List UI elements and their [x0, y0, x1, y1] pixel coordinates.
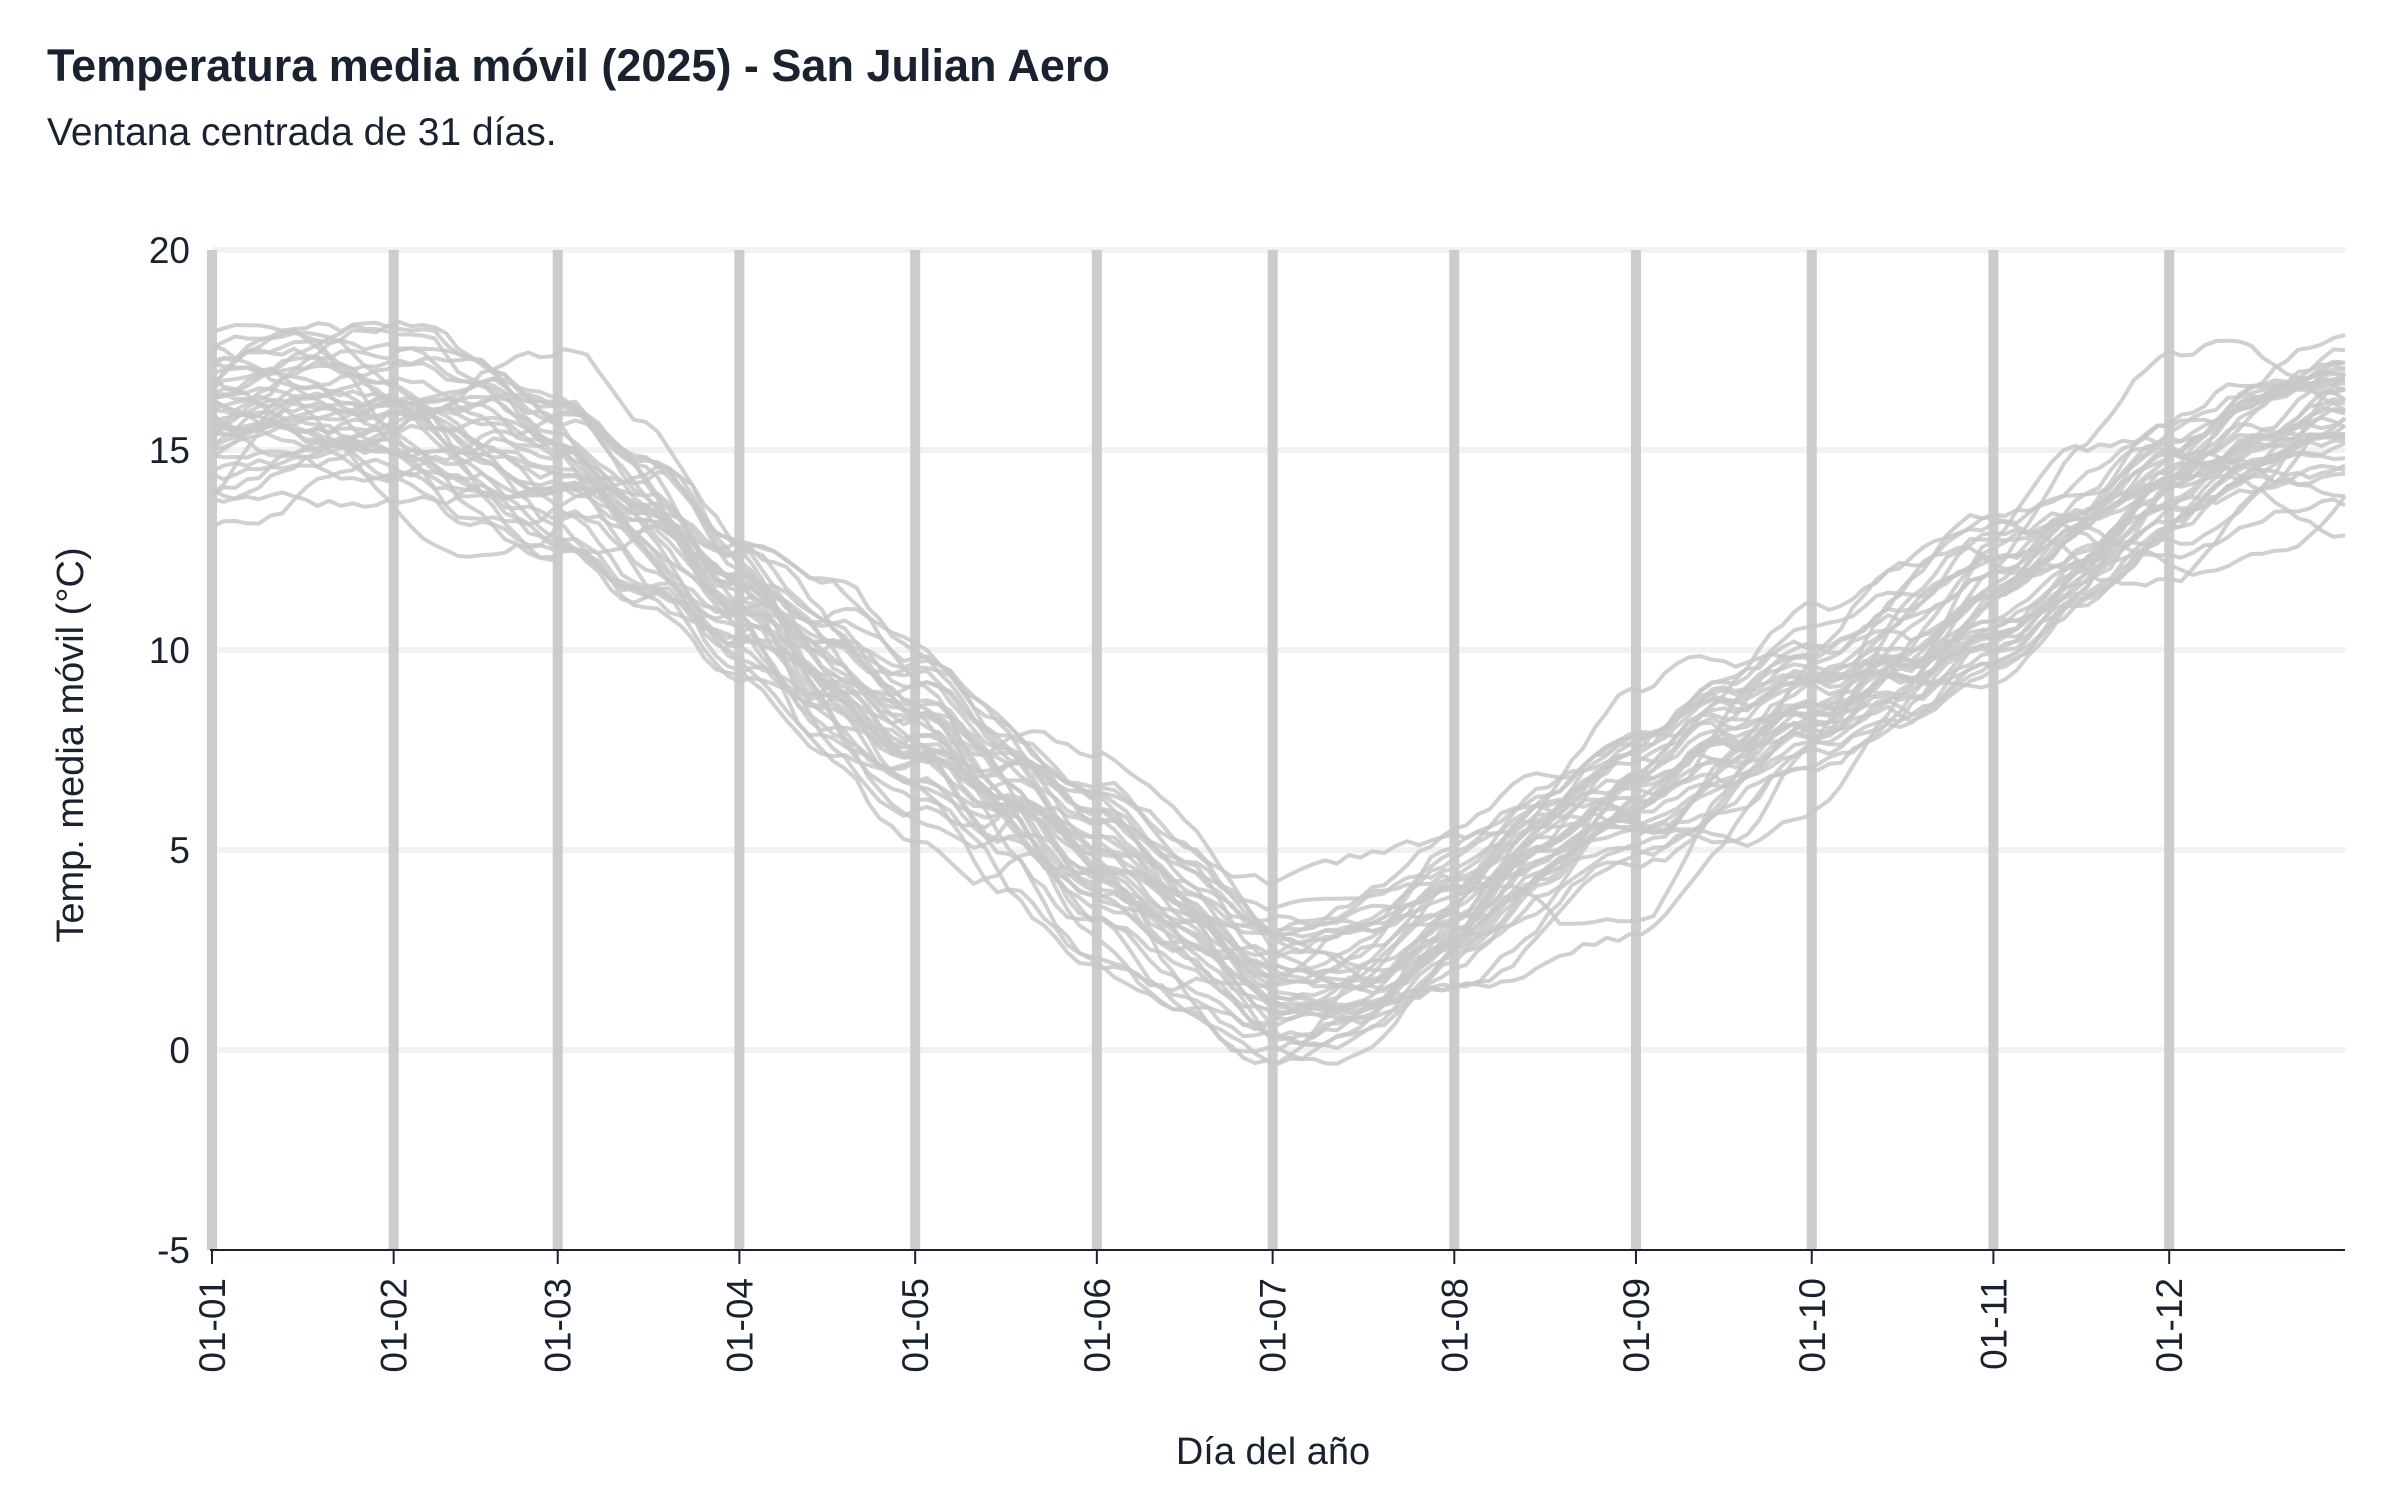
x-tick-label: 01-10: [1792, 1278, 1833, 1373]
year-series-line: [211, 363, 2346, 1051]
year-series-line: [211, 344, 2346, 992]
chart-title: Temperatura media móvil (2025) - San Jul…: [47, 40, 1110, 91]
y-tick-label: 20: [149, 230, 190, 271]
year-series-line: [211, 377, 2346, 1032]
year-series-line: [210, 327, 2347, 1048]
x-axis-label: Día del año: [1176, 1431, 1370, 1473]
x-tick-label: 01-02: [374, 1278, 415, 1373]
gridlines: [207, 247, 2345, 1250]
x-tick-label: 01-03: [538, 1278, 579, 1373]
x-tick-label: 01-01: [192, 1278, 233, 1373]
x-tick-label: 01-09: [1616, 1278, 1657, 1373]
y-tick-label: 10: [149, 630, 190, 671]
y-axis-label: Temp. media móvil (°C): [50, 547, 92, 942]
x-tick-label: 01-11: [1973, 1278, 2014, 1370]
x-tick-label: 01-07: [1253, 1278, 1294, 1373]
year-series-line: [210, 371, 2346, 993]
axes: -5 0 5 10 15 20 01-01 01-02 01-03 01-04 01-05 01-06…: [149, 230, 2345, 1373]
y-tick-label: 0: [169, 1030, 190, 1071]
year-series-line: [211, 415, 2346, 1010]
x-tick-label: 01-08: [1434, 1278, 1475, 1373]
y-tick-label: -5: [157, 1230, 190, 1271]
x-tick-label: 01-06: [1077, 1278, 1118, 1373]
x-tick-label: 01-12: [2149, 1278, 2190, 1373]
chart-subtitle: Ventana centrada de 31 días.: [47, 111, 557, 154]
y-tick-label: 5: [169, 830, 190, 871]
year-series-line: [210, 346, 2346, 1002]
year-series-line: [210, 412, 2346, 991]
year-series-line: [210, 338, 2347, 984]
x-tick-label: 01-04: [719, 1278, 760, 1373]
year-series-line: [211, 393, 2346, 939]
year-series-line: [211, 394, 2346, 1066]
year-series-line: [210, 356, 2346, 990]
series-lines: [210, 320, 2347, 1066]
year-series-line: [211, 386, 2347, 1066]
y-tick-label: 15: [149, 430, 190, 471]
x-tick-label: 01-05: [895, 1278, 936, 1373]
year-series-line: [211, 378, 2346, 973]
